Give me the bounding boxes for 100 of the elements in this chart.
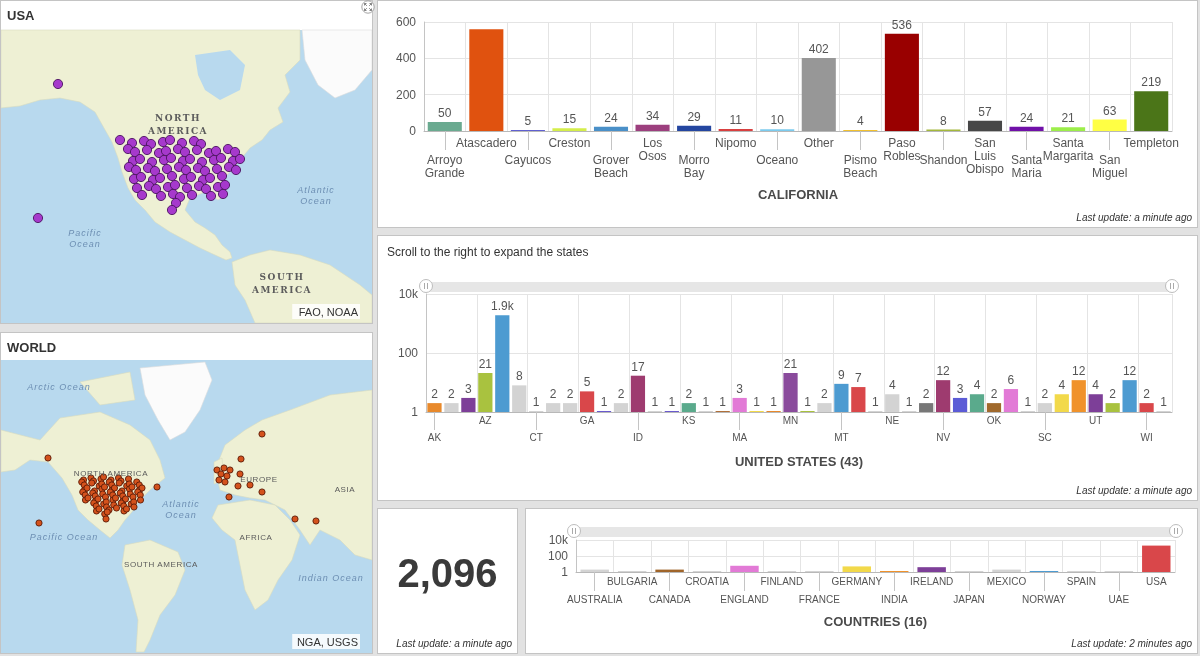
data-label: 1 bbox=[702, 395, 710, 409]
data-label: 21 bbox=[783, 356, 798, 371]
data-label: 1 bbox=[804, 395, 812, 409]
data-label: 8 bbox=[940, 113, 948, 128]
x-tick-label: CROATIA bbox=[685, 576, 730, 587]
data-label: 9 bbox=[838, 367, 846, 382]
x-axis-title: UNITED STATES (43) bbox=[734, 454, 864, 469]
data-label: 2 bbox=[922, 387, 930, 402]
data-label: 10 bbox=[770, 113, 785, 128]
chart-title: Scroll to the right to expand the states bbox=[387, 245, 589, 259]
text: Atlantic Ocean bbox=[296, 184, 335, 206]
y-tick-label: 100 bbox=[397, 346, 419, 360]
data-label: 2 bbox=[821, 387, 829, 402]
text: USA bbox=[7, 8, 36, 23]
text: Atlantic Ocean bbox=[161, 498, 200, 520]
x-tick-label: Templeton bbox=[1123, 135, 1179, 150]
x-tick-label: CANADA bbox=[648, 594, 691, 605]
y-tick-label: 1 bbox=[561, 565, 569, 579]
data-label: 2 bbox=[617, 387, 625, 402]
data-label: 1.9k bbox=[490, 299, 515, 314]
x-tick-label: GA bbox=[579, 415, 595, 426]
bar bbox=[593, 126, 629, 131]
text: SOUTH AMERICA bbox=[250, 271, 313, 295]
x-tick-label: NORWAY bbox=[1022, 594, 1067, 605]
x-tick-label: INDIA bbox=[880, 594, 908, 605]
data-label: 63 bbox=[1102, 103, 1117, 118]
bar bbox=[469, 29, 504, 131]
x-tick-label: Santa Maria bbox=[1010, 152, 1043, 180]
bar bbox=[884, 33, 919, 131]
x-tick-label: UAE bbox=[1108, 594, 1130, 605]
data-label: 29 bbox=[687, 109, 702, 124]
text: Last update: a minute ago bbox=[1076, 212, 1192, 223]
data-label: 2 bbox=[448, 387, 456, 402]
data-label: 21 bbox=[1061, 111, 1076, 126]
data-label: 5 bbox=[524, 114, 532, 128]
data-label: 17 bbox=[631, 359, 645, 374]
x-tick-label: Oceano bbox=[756, 152, 799, 167]
x-tick-label: JAPAN bbox=[953, 594, 985, 605]
x-tick-label: Other bbox=[803, 135, 834, 150]
x-tick-label: Cayucos bbox=[504, 152, 552, 167]
data-label: 2 bbox=[1143, 387, 1151, 402]
data-label: 12 bbox=[936, 364, 951, 379]
x-tick-label: AK bbox=[427, 432, 442, 443]
bar bbox=[552, 128, 587, 131]
y-tick-label: 100 bbox=[547, 549, 569, 563]
bar bbox=[967, 120, 1003, 131]
text: Indian Ocean bbox=[298, 573, 364, 583]
data-label: 402 bbox=[808, 41, 830, 56]
x-tick-label: Grover Beach bbox=[592, 152, 630, 180]
x-tick-label: UT bbox=[1089, 415, 1103, 426]
data-label: 4 bbox=[856, 114, 864, 128]
data-label: 1 bbox=[905, 395, 913, 409]
x-tick-label: IRELAND bbox=[909, 576, 954, 587]
bar bbox=[635, 124, 670, 131]
y-tick-label: 400 bbox=[395, 51, 417, 66]
text: FAO, NOAA bbox=[298, 305, 359, 318]
x-tick-label: Morro Bay bbox=[678, 152, 711, 180]
data-label: 536 bbox=[891, 17, 913, 32]
x-tick-label: Santa Margarita bbox=[1042, 135, 1094, 163]
data-label: 4 bbox=[888, 378, 896, 393]
data-label: 3 bbox=[736, 381, 744, 396]
data-label: 1 bbox=[532, 395, 540, 409]
data-label: 8 bbox=[515, 369, 523, 384]
x-tick-label: NE bbox=[885, 415, 900, 426]
data-label: 4 bbox=[1058, 378, 1066, 393]
data-label: 1 bbox=[719, 395, 727, 409]
data-label: 34 bbox=[645, 108, 660, 123]
y-tick-label: 10k bbox=[548, 533, 569, 547]
text: Last update: a minute ago bbox=[396, 638, 512, 649]
x-tick-label: Nipomo bbox=[714, 135, 757, 150]
data-label: 4 bbox=[1092, 378, 1100, 393]
y-tick-label: 10k bbox=[398, 287, 419, 301]
text: NGA, USGS bbox=[296, 635, 358, 648]
x-tick-label: OK bbox=[986, 415, 1002, 426]
bar bbox=[1051, 127, 1086, 131]
data-label: 21 bbox=[478, 356, 493, 371]
data-label: 3 bbox=[465, 381, 473, 396]
data-label: 24 bbox=[604, 110, 618, 125]
data-label: 1 bbox=[600, 395, 608, 409]
x-tick-label: GERMANY bbox=[831, 576, 883, 587]
bar bbox=[801, 57, 836, 131]
x-tick-label: Arroyo Grande bbox=[424, 152, 466, 180]
data-label: 2 bbox=[549, 387, 557, 402]
y-tick-label: 200 bbox=[395, 87, 417, 102]
data-label: 11 bbox=[729, 113, 743, 127]
data-label: 4 bbox=[973, 378, 981, 393]
text: SOUTH AMERICA bbox=[123, 560, 199, 569]
data-label: 57 bbox=[978, 104, 992, 119]
x-axis-title: CALIFORNIA bbox=[757, 187, 839, 202]
data-label: 2 bbox=[431, 387, 439, 402]
data-label: 24 bbox=[1019, 110, 1034, 125]
text: Pacific Ocean bbox=[29, 532, 99, 542]
text: NORTH AMERICA bbox=[73, 469, 149, 478]
data-label: 1 bbox=[651, 395, 659, 409]
x-tick-label: SC bbox=[1037, 432, 1052, 443]
text: Last update: a minute ago bbox=[1076, 485, 1192, 496]
text: Arctic Ocean bbox=[26, 382, 91, 392]
data-label: 6 bbox=[1007, 373, 1015, 388]
bar bbox=[1134, 91, 1169, 131]
x-tick-label: CT bbox=[529, 432, 543, 443]
